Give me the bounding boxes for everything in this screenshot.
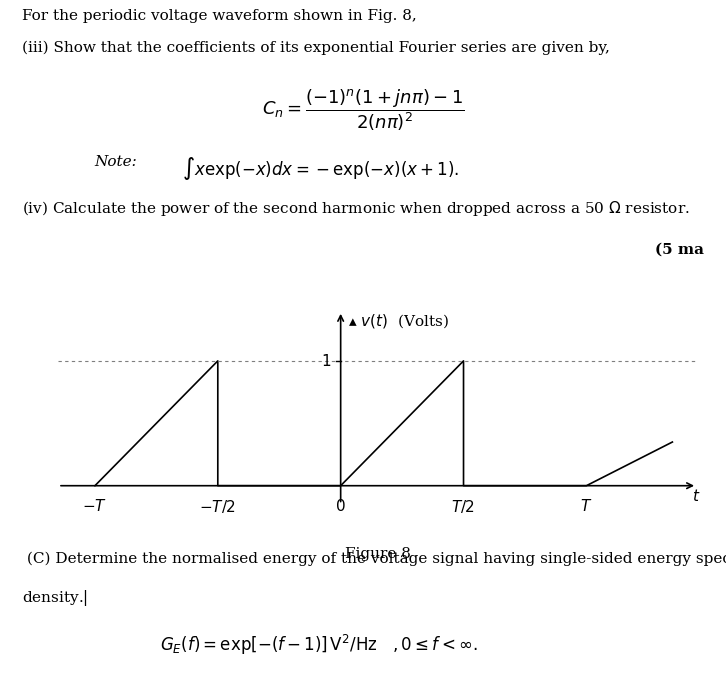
Text: For the periodic voltage waveform shown in Fig. 8,: For the periodic voltage waveform shown … [22, 10, 417, 23]
Text: $\int x\exp(-x)dx = -\exp(-x)(x+1).$: $\int x\exp(-x)dx = -\exp(-x)(x+1).$ [182, 155, 459, 182]
Text: density.$|$: density.$|$ [22, 587, 88, 607]
Text: $-T$: $-T$ [82, 498, 107, 514]
Text: $G_E(f) = \exp[-(f-1)]\,\mathrm{V}^2/\mathrm{Hz} \quad , 0 \leq f < \infty.$: $G_E(f) = \exp[-(f-1)]\,\mathrm{V}^2/\ma… [160, 633, 477, 657]
Text: $\blacktriangle$ $v(t)$  (Volts): $\blacktriangle$ $v(t)$ (Volts) [348, 312, 449, 330]
Text: $C_n = \dfrac{(-1)^n(1+jn\pi)-1}{2(n\pi)^2}$: $C_n = \dfrac{(-1)^n(1+jn\pi)-1}{2(n\pi)… [261, 87, 465, 133]
Text: $1$: $1$ [321, 353, 331, 369]
Text: Figure 8: Figure 8 [345, 547, 410, 561]
Text: $T$: $T$ [580, 498, 592, 514]
Text: (iv) Calculate the power of the second harmonic when dropped across a 50 $\Omega: (iv) Calculate the power of the second h… [22, 199, 690, 218]
Text: $0$: $0$ [335, 498, 346, 514]
Text: (5 ma: (5 ma [656, 243, 704, 256]
Text: $-T/2$: $-T/2$ [200, 498, 236, 515]
Text: $T/2$: $T/2$ [452, 498, 476, 515]
Text: Note:: Note: [94, 155, 137, 169]
Text: $t$: $t$ [692, 488, 701, 504]
Text: (C) Determine the normalised energy of the voltage signal having single-sided en: (C) Determine the normalised energy of t… [22, 551, 726, 565]
Text: (iii) Show that the coefficients of its exponential Fourier series are given by,: (iii) Show that the coefficients of its … [22, 41, 610, 55]
